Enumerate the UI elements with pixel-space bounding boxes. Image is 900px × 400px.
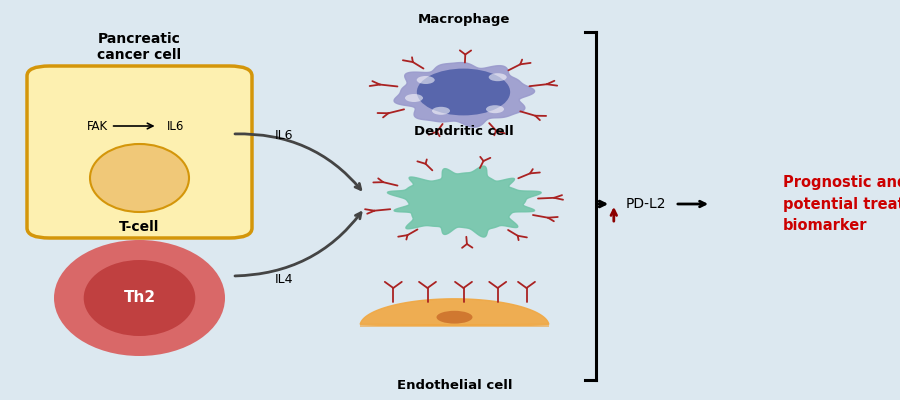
Polygon shape	[388, 166, 541, 237]
Circle shape	[489, 73, 507, 81]
Text: Macrophage: Macrophage	[418, 13, 509, 26]
Text: FAK: FAK	[86, 120, 108, 132]
Text: Th2: Th2	[123, 290, 156, 306]
Text: T-cell: T-cell	[120, 220, 159, 234]
Polygon shape	[360, 299, 549, 326]
Circle shape	[417, 76, 435, 84]
Text: Pancreatic
cancer cell: Pancreatic cancer cell	[97, 32, 182, 62]
Text: IL6: IL6	[166, 120, 184, 132]
Text: Prognostic and
potential treatment
biomarker: Prognostic and potential treatment bioma…	[783, 176, 900, 232]
Ellipse shape	[417, 69, 510, 115]
Text: Dendritic cell: Dendritic cell	[414, 125, 513, 138]
Circle shape	[405, 94, 423, 102]
Polygon shape	[394, 62, 535, 127]
FancyBboxPatch shape	[27, 66, 252, 238]
Text: Endothelial cell: Endothelial cell	[397, 379, 512, 392]
Circle shape	[486, 105, 504, 113]
Ellipse shape	[84, 260, 195, 336]
Ellipse shape	[90, 144, 189, 212]
Ellipse shape	[54, 240, 225, 356]
Circle shape	[432, 107, 450, 115]
Text: PD-L2: PD-L2	[626, 197, 666, 211]
Text: IL4: IL4	[275, 273, 293, 286]
Ellipse shape	[436, 311, 472, 324]
Text: IL6: IL6	[275, 129, 293, 142]
